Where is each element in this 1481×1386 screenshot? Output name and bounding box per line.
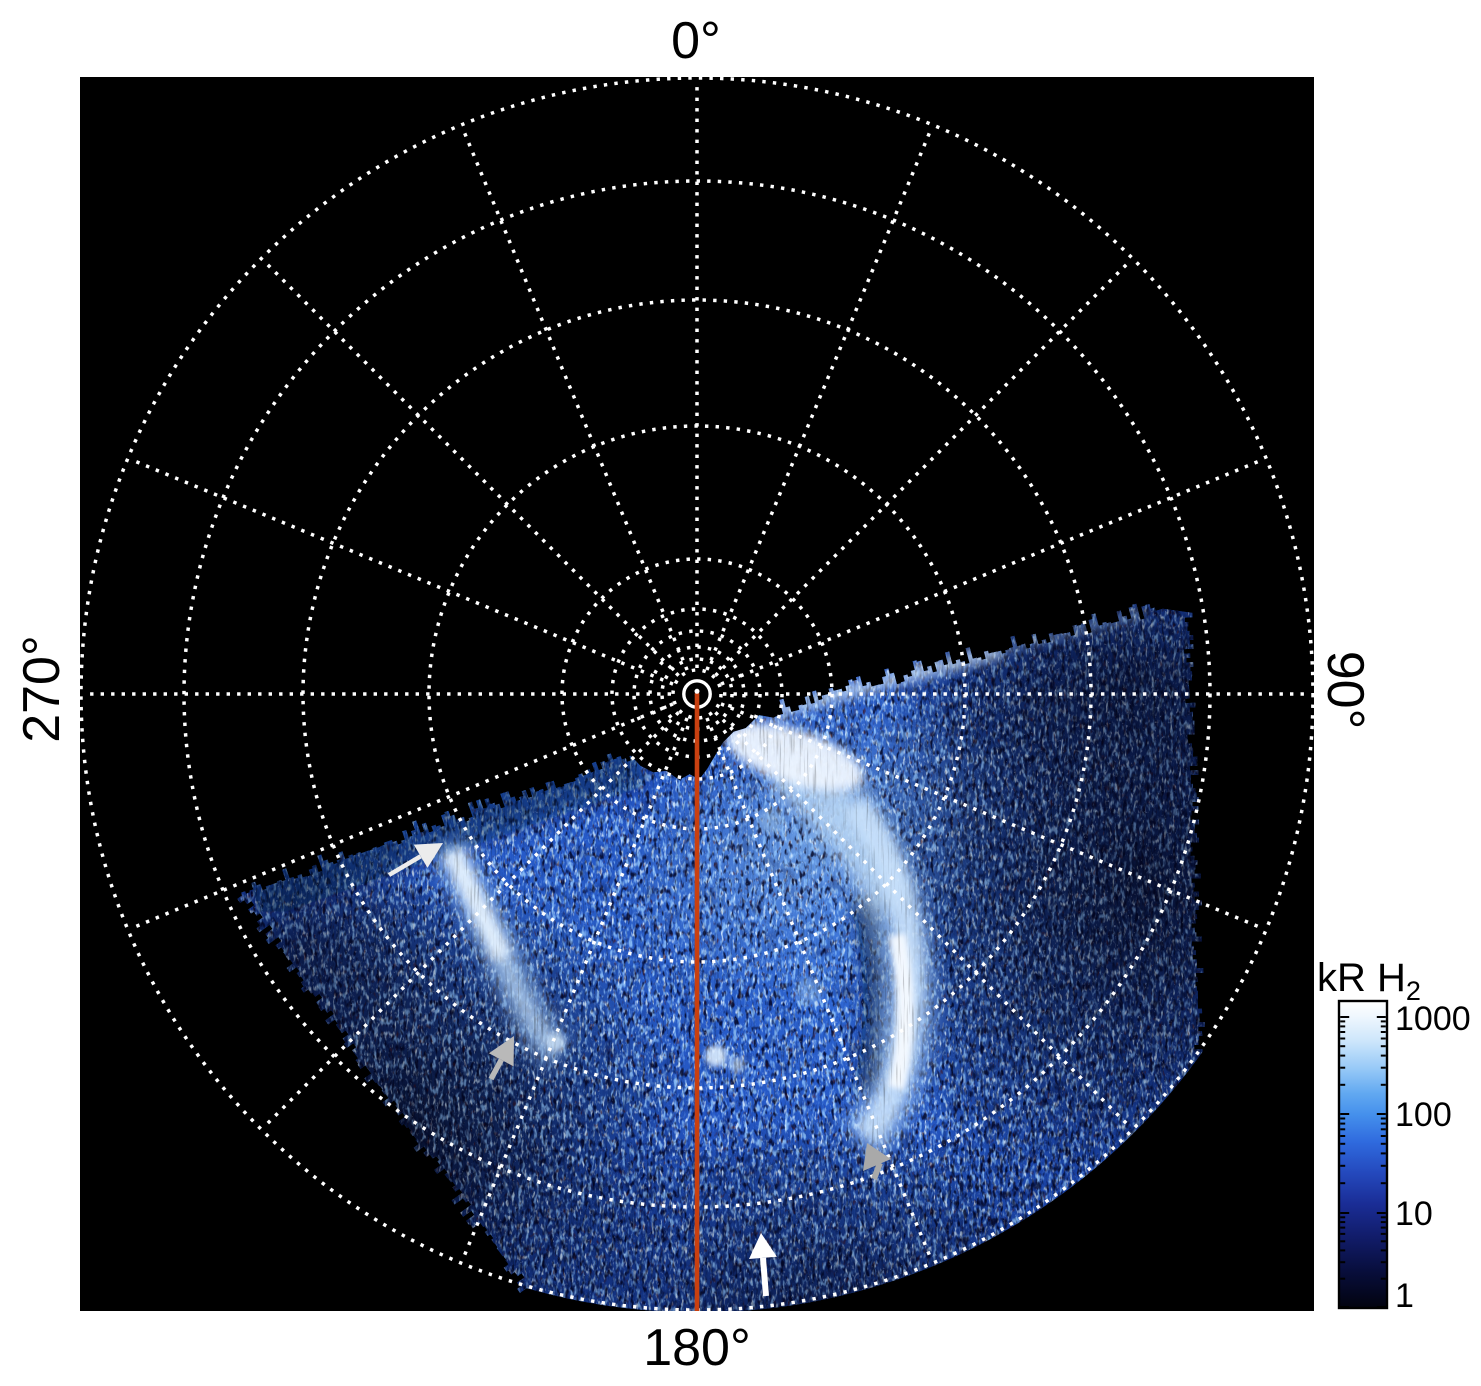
svg-text:1: 1 <box>1395 1277 1414 1315</box>
svg-text:180°: 180° <box>643 1319 751 1377</box>
svg-text:10: 10 <box>1395 1195 1433 1233</box>
svg-text:270°: 270° <box>13 635 71 743</box>
svg-text:0°: 0° <box>671 12 721 70</box>
svg-text:100: 100 <box>1395 1096 1452 1134</box>
svg-text:1000: 1000 <box>1395 1000 1471 1038</box>
svg-text:90°: 90° <box>1316 651 1374 730</box>
svg-text:kR H2: kR H2 <box>1317 956 1421 1006</box>
